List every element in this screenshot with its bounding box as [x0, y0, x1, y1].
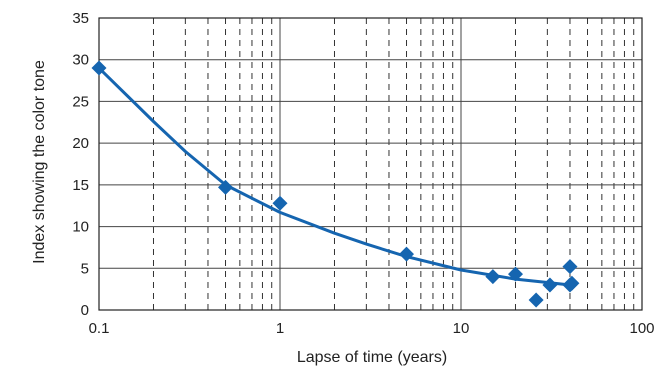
y-tick-label: 5 [81, 260, 89, 277]
trend-line [97, 66, 572, 287]
y-tick-labels: 0 5 10 15 20 25 30 35 [72, 10, 89, 319]
major-gridlines [98, 17, 643, 311]
data-point [528, 292, 544, 308]
data-point [399, 246, 415, 262]
data-points [91, 60, 580, 308]
y-tick-label: 10 [72, 219, 89, 236]
data-point [564, 275, 580, 291]
x-tick-label: 100 [629, 320, 654, 337]
data-point [485, 269, 501, 285]
x-tick-label: 1 [276, 320, 284, 337]
minor-gridlines [152, 18, 635, 310]
x-tick-label: 0.1 [89, 320, 110, 337]
x-tick-labels: 0.1 1 10 100 [89, 320, 655, 337]
y-tick-label: 35 [72, 10, 89, 27]
y-tick-label: 20 [72, 135, 89, 152]
data-point [542, 277, 558, 293]
data-point [272, 195, 288, 211]
plot-frame [98, 17, 643, 311]
y-tick-label: 15 [72, 177, 89, 194]
y-tick-label: 0 [81, 302, 89, 319]
y-axis-label: Index showing the color tone [31, 60, 48, 264]
data-point [562, 259, 578, 275]
x-axis-label: Lapse of time (years) [297, 349, 447, 366]
y-tick-label: 30 [72, 52, 89, 69]
data-point [218, 179, 234, 195]
x-tick-label: 10 [453, 320, 470, 337]
data-point [507, 266, 523, 282]
data-point [91, 60, 107, 76]
y-tick-label: 25 [72, 93, 89, 110]
